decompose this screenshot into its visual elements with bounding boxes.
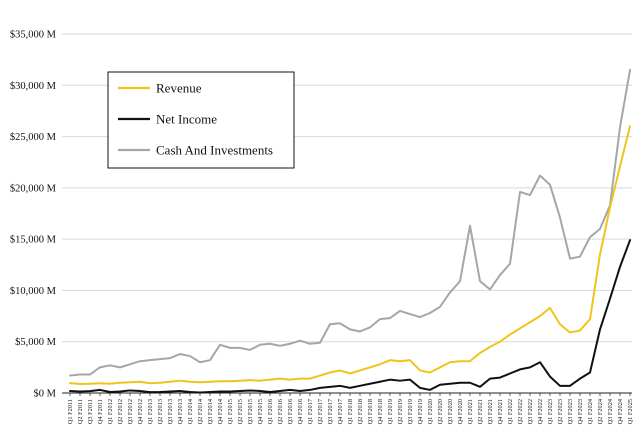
y-tick-label: $0 M	[34, 389, 57, 400]
x-tick-label: Q3 F2021	[487, 399, 494, 424]
x-tick-label: Q2 F2023	[557, 399, 564, 424]
x-tick-label: Q3 F2011	[87, 399, 94, 424]
x-tick-label: Q1 F2020	[427, 399, 434, 424]
x-tick-label: Q4 F2015	[257, 399, 264, 424]
x-tick-label: Q4 F2018	[377, 399, 384, 424]
x-tick-label: Q3 F2018	[367, 399, 374, 424]
x-tick-label: Q1 F2014	[187, 398, 194, 424]
legend-label: Net Income	[156, 112, 217, 127]
series-line-net-income	[69, 239, 631, 394]
y-tick-label: $30,000 M	[10, 81, 57, 92]
series-line-cash-and-investments	[69, 68, 631, 377]
x-tick-label: Q1 F2017	[307, 399, 314, 424]
x-tick-label: Q3 F2022	[527, 399, 534, 424]
x-tick-label: Q4 F2021	[497, 399, 504, 424]
x-tick-label: Q1 F2016	[267, 399, 274, 424]
x-tick-label: Q2 F2020	[437, 399, 444, 424]
x-tick-label: Q3 F2013	[167, 399, 174, 424]
x-axis-tick-labels: Q1 F2011 Q2 F2011 Q3 F2011 Q4 F2011 Q1 F2012…	[67, 393, 634, 424]
y-tick-label: $5,000 M	[15, 337, 57, 348]
x-tick-label: Q2 F2011	[77, 399, 84, 424]
x-tick-label: Q1 F2025	[627, 399, 634, 424]
x-tick-label: Q4 F2022	[537, 399, 544, 424]
x-tick-label: Q1 F2011	[67, 399, 74, 424]
x-tick-label: Q2 F2024	[597, 398, 604, 424]
x-tick-label: Q4 F2017	[337, 399, 344, 424]
x-tick-label: Q2 F2013	[157, 399, 164, 424]
x-tick-label: Q1 F2019	[387, 399, 394, 424]
x-tick-label: Q1 F2021	[467, 399, 474, 424]
y-tick-label: $15,000 M	[10, 235, 57, 246]
x-tick-label: Q4 F2019	[417, 399, 424, 424]
x-tick-label: Q2 F2017	[317, 399, 324, 424]
x-tick-label: Q4 F2016	[297, 399, 304, 424]
x-tick-label: Q3 F2023	[567, 399, 574, 424]
x-tick-label: Q4 F2011	[97, 399, 104, 424]
x-tick-label: Q4 F2014	[217, 398, 224, 424]
x-tick-label: Q1 F2023	[547, 399, 554, 424]
y-axis-tick-labels: $0 M $5,000 M $10,000 M $15,000 M $20,000 M $…	[10, 30, 57, 400]
x-tick-label: Q2 F2019	[397, 399, 404, 424]
legend-label: Cash And Investments	[156, 143, 273, 158]
x-tick-label: Q3 F2016	[287, 399, 294, 424]
legend-label: Revenue	[156, 81, 202, 96]
x-tick-label: Q4 F2020	[457, 399, 464, 424]
x-tick-label: Q2 F2012	[117, 399, 124, 424]
x-tick-label: Q4 F2023	[577, 399, 584, 424]
x-tick-label: Q2 F2015	[237, 399, 244, 424]
x-tick-label: Q2 F2014	[197, 398, 204, 424]
x-tick-label: Q3 F2024	[607, 398, 614, 424]
x-tick-label: Q1 F2015	[227, 399, 234, 424]
x-tick-label: Q1 F2022	[507, 399, 514, 424]
x-tick-label: Q1 F2013	[147, 399, 154, 424]
y-tick-label: $35,000 M	[10, 30, 57, 41]
x-tick-label: Q3 F2015	[247, 399, 254, 424]
x-tick-label: Q1 F2018	[347, 399, 354, 424]
x-tick-label: Q1 F2012	[107, 399, 114, 424]
x-tick-label: Q2 F2022	[517, 399, 524, 424]
x-tick-label: Q3 F2012	[127, 399, 134, 424]
x-tick-label: Q4 F2012	[137, 399, 144, 424]
x-tick-label: Q1 F2024	[587, 398, 594, 424]
legend: Revenue Net Income Cash And Investments	[107, 71, 295, 169]
x-tick-label: Q4 F2024	[617, 398, 624, 424]
x-tick-label: Q4 F2013	[177, 399, 184, 424]
x-tick-label: Q3 F2020	[447, 399, 454, 424]
y-tick-label: $20,000 M	[10, 183, 57, 194]
y-tick-label: $10,000 M	[10, 286, 57, 297]
series-line-revenue	[69, 125, 631, 385]
x-tick-label: Q2 F2018	[357, 399, 364, 424]
x-tick-label: Q2 F2021	[477, 399, 484, 424]
x-tick-label: Q3 F2019	[407, 399, 414, 424]
x-tick-label: Q3 F2017	[327, 399, 334, 424]
series-lines	[69, 68, 631, 394]
y-tick-label: $25,000 M	[10, 132, 57, 143]
x-tick-label: Q3 F2014	[207, 398, 214, 424]
x-tick-label: Q2 F2016	[277, 399, 284, 424]
